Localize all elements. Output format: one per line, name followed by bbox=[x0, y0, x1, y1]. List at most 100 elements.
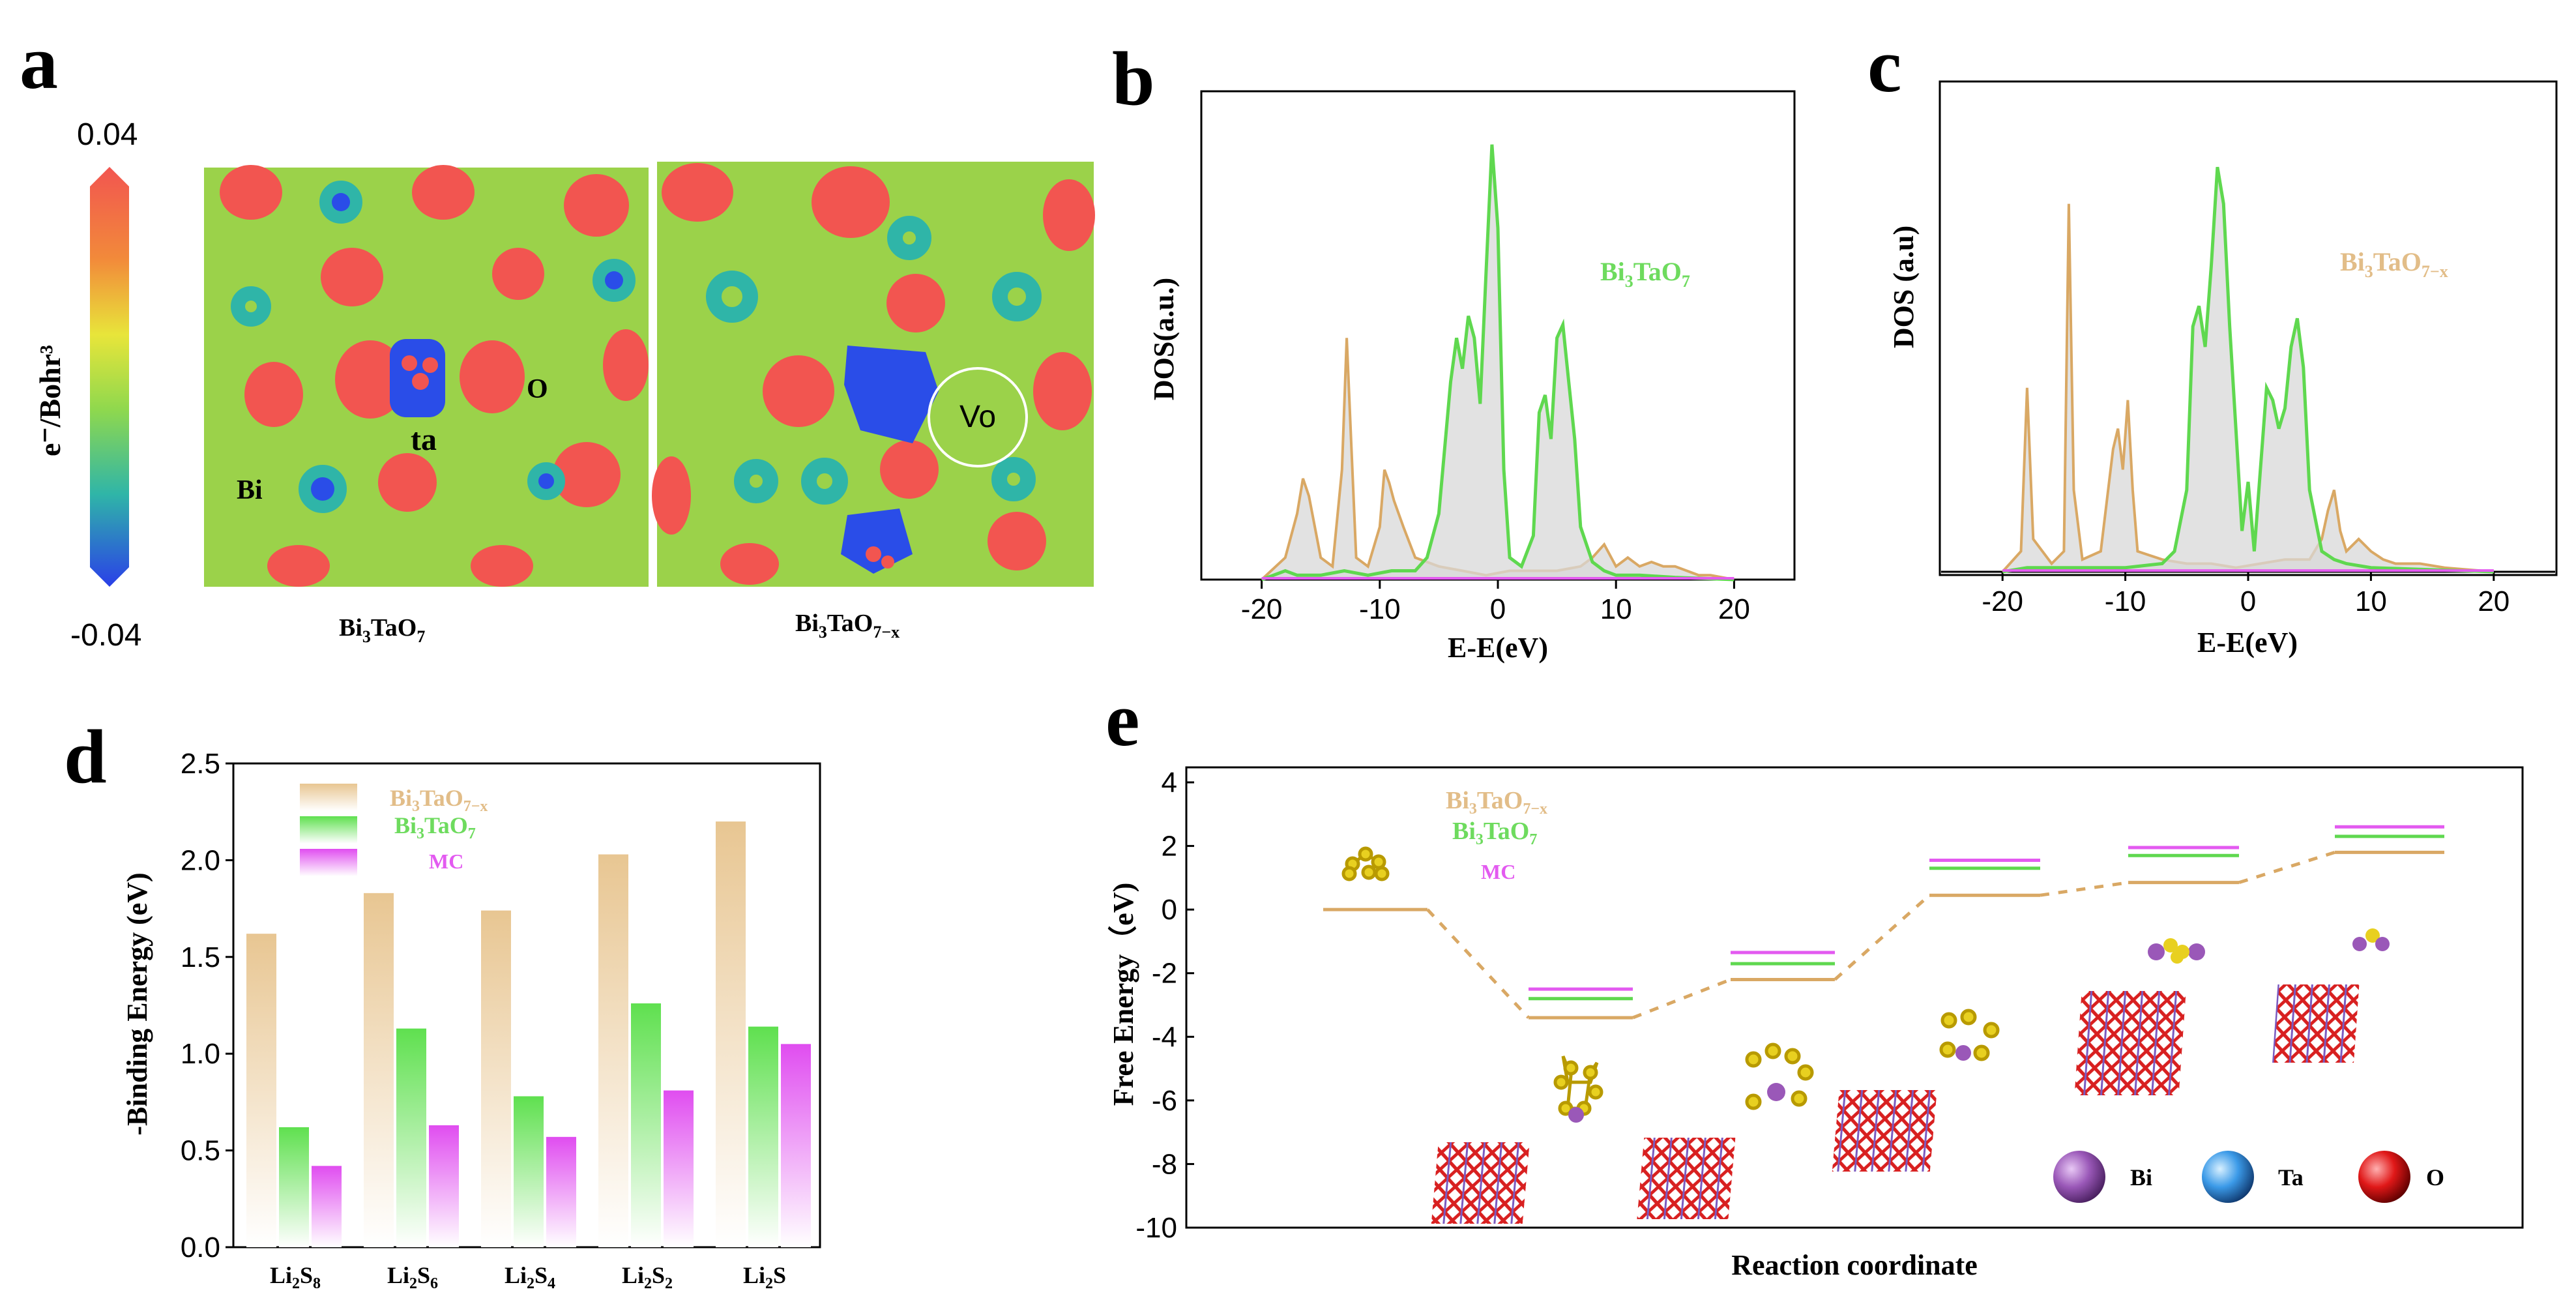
structure-li2s4 bbox=[1832, 1009, 2000, 1172]
legend-e: Bi3TaO7−x Bi3TaO7 MC bbox=[1446, 787, 1547, 883]
map2-caption: Bi3TaO7−x bbox=[795, 610, 900, 642]
bar-Bi3TaO7-x-Li2S4 bbox=[481, 910, 511, 1247]
ylabel-d: -Binding Energy (eV) bbox=[121, 872, 153, 1135]
atom-label-bi: Bi bbox=[237, 475, 263, 505]
xlabel-e: Reaction coordinate bbox=[1731, 1249, 1978, 1281]
vacancy-circle bbox=[928, 367, 1028, 467]
panel-a-label: a bbox=[20, 20, 58, 105]
x-tick-label: -10 bbox=[1359, 593, 1401, 625]
legend-swatch-tan bbox=[300, 784, 357, 811]
y-tick-label: 0.5 bbox=[181, 1135, 220, 1167]
panel-b: b DOS(a.u.) E-E(eV) Bi3TaO7 -20 -10 0 10 20 bbox=[1112, 36, 1796, 664]
x-tick-label: -10 bbox=[2105, 585, 2146, 617]
legend-label-magenta: MC bbox=[429, 850, 463, 873]
panel-d-label: d bbox=[64, 714, 107, 799]
legend-e-tan: Bi3TaO7−x bbox=[1446, 787, 1547, 818]
y-tick-label: -10 bbox=[1135, 1212, 1177, 1244]
xlabel-b: E-E(eV) bbox=[1448, 632, 1548, 664]
x-tick-label: 0 bbox=[1490, 593, 1506, 625]
structure-li2s8 bbox=[1431, 1056, 1603, 1224]
panel-a: a 0.04 -0.04 e⁻/Bohr³ bbox=[20, 20, 1095, 653]
atom-legend: Bi Ta O bbox=[2053, 1151, 2444, 1203]
charge-map-bi3tao7: O ta Bi bbox=[204, 165, 649, 587]
y-tick-label: -8 bbox=[1152, 1148, 1177, 1180]
panel-d: d -Binding Energy (eV) 0.0 0.5 1.0 1.5 2.0 2.… bbox=[64, 714, 821, 1292]
atom-label-ta: ta bbox=[411, 422, 437, 457]
x-tick-label: 0 bbox=[2240, 585, 2256, 617]
y-tick-label: 1.5 bbox=[181, 941, 220, 973]
atom-legend-ta: Ta bbox=[2278, 1164, 2304, 1190]
colorbar-max: 0.04 bbox=[77, 117, 138, 152]
connector-3 bbox=[2040, 881, 2129, 897]
x-tick-label: 10 bbox=[2355, 585, 2387, 617]
bar-Bi3TaO7-Li2S8 bbox=[279, 1127, 309, 1247]
bar-Bi3TaO7-Li2S6 bbox=[396, 1028, 426, 1247]
y-tick-label: -6 bbox=[1152, 1085, 1177, 1117]
colorbar-title: e⁻/Bohr³ bbox=[33, 345, 66, 456]
legend-swatch-green bbox=[300, 816, 357, 844]
category-label-Li2S4: Li2S4 bbox=[505, 1262, 555, 1292]
dos-fill-tan bbox=[2002, 203, 2494, 572]
o-atom-icon bbox=[2358, 1151, 2410, 1203]
dos-line-green bbox=[1261, 144, 1734, 582]
y-tick-label: 2 bbox=[1162, 831, 1177, 863]
y-tick-label: 0.0 bbox=[181, 1232, 220, 1263]
atom-label-o: O bbox=[527, 374, 548, 404]
bar-Bi3TaO7-x-Li2S bbox=[716, 821, 746, 1247]
dos-fill-green bbox=[1261, 144, 1734, 580]
y-tick-label: 2.0 bbox=[181, 844, 220, 876]
category-label-Li2S8: Li2S8 bbox=[270, 1262, 321, 1292]
legend-c: Bi3TaO7−x bbox=[2340, 247, 2448, 281]
panel-c-label: c bbox=[1867, 23, 1901, 108]
bar-Bi3TaO7-x-Li2S2 bbox=[598, 854, 628, 1247]
dos-line-green bbox=[2002, 166, 2494, 574]
legend-d: Bi3TaO7−x Bi3TaO7 MC bbox=[300, 784, 488, 876]
legend-e-magenta: MC bbox=[1481, 860, 1515, 883]
connector-1 bbox=[1632, 978, 1731, 1020]
bar-MC-Li2S6 bbox=[429, 1125, 459, 1247]
ylabel-c: DOS (a.u) bbox=[1888, 226, 1920, 348]
y-tick-label: 4 bbox=[1162, 767, 1177, 799]
charge-map-bi3tao7-x: Vo bbox=[652, 162, 1095, 587]
category-label-Li2S: Li2S bbox=[743, 1262, 786, 1292]
energy-profile-e: 4 2 0 -2 -4 -6 -8 -10 bbox=[1135, 767, 2444, 1244]
bar-MC-Li2S bbox=[781, 1044, 811, 1247]
legend-b: Bi3TaO7 bbox=[1600, 257, 1690, 291]
x-tick-label: 10 bbox=[1600, 593, 1632, 625]
structure-s8 bbox=[1341, 846, 1390, 881]
ylabel-e: Free Energy（eV) bbox=[1107, 883, 1139, 1106]
bi-atom-icon bbox=[2053, 1151, 2105, 1203]
bar-MC-Li2S8 bbox=[312, 1166, 342, 1247]
colorbar-min: -0.04 bbox=[70, 618, 141, 653]
bar-Bi3TaO7-x-Li2S6 bbox=[364, 893, 394, 1247]
x-tick-label: 20 bbox=[1718, 593, 1750, 625]
y-tick-label: 2.5 bbox=[181, 748, 220, 780]
panel-b-label: b bbox=[1112, 36, 1155, 121]
panel-c: c DOS (a.u) E-E(eV) Bi3TaO7−x -20 -10 0 10 2… bbox=[1867, 23, 2558, 658]
dos-fill-tan bbox=[1261, 338, 1734, 580]
legend-label-tan: Bi3TaO7−x bbox=[390, 785, 488, 815]
legend-label-green: Bi3TaO7 bbox=[394, 812, 476, 842]
vacancy-label: Vo bbox=[959, 400, 996, 434]
legend-swatch-magenta bbox=[300, 849, 357, 876]
legend-e-green: Bi3TaO7 bbox=[1452, 818, 1537, 848]
bar-Bi3TaO7-Li2S2 bbox=[631, 1003, 661, 1247]
bar-Bi3TaO7-Li2S bbox=[748, 1026, 778, 1247]
category-label-Li2S2: Li2S2 bbox=[622, 1262, 673, 1292]
connector-2 bbox=[1834, 894, 1931, 981]
bar-MC-Li2S2 bbox=[664, 1090, 694, 1247]
ta-atom-icon bbox=[2202, 1151, 2254, 1203]
structure-li2s bbox=[2272, 928, 2390, 1063]
bar-MC-Li2S4 bbox=[546, 1136, 576, 1247]
map1-caption: Bi3TaO7 bbox=[339, 614, 425, 646]
structure-li2s2 bbox=[2074, 938, 2205, 1095]
y-tick-label: 1.0 bbox=[181, 1038, 220, 1070]
bar-Bi3TaO7-x-Li2S8 bbox=[246, 934, 276, 1247]
bar-plot-d: 0.0 0.5 1.0 1.5 2.0 2.5 Li2S8 Li2S6 Li2S4 Li2S2 Li… bbox=[181, 748, 811, 1292]
x-tick-label: -20 bbox=[1241, 593, 1283, 625]
atom-legend-o: O bbox=[2426, 1164, 2444, 1190]
y-tick-label: 0 bbox=[1162, 894, 1177, 926]
bar-Bi3TaO7-Li2S4 bbox=[514, 1096, 544, 1247]
colorbar bbox=[90, 167, 129, 587]
